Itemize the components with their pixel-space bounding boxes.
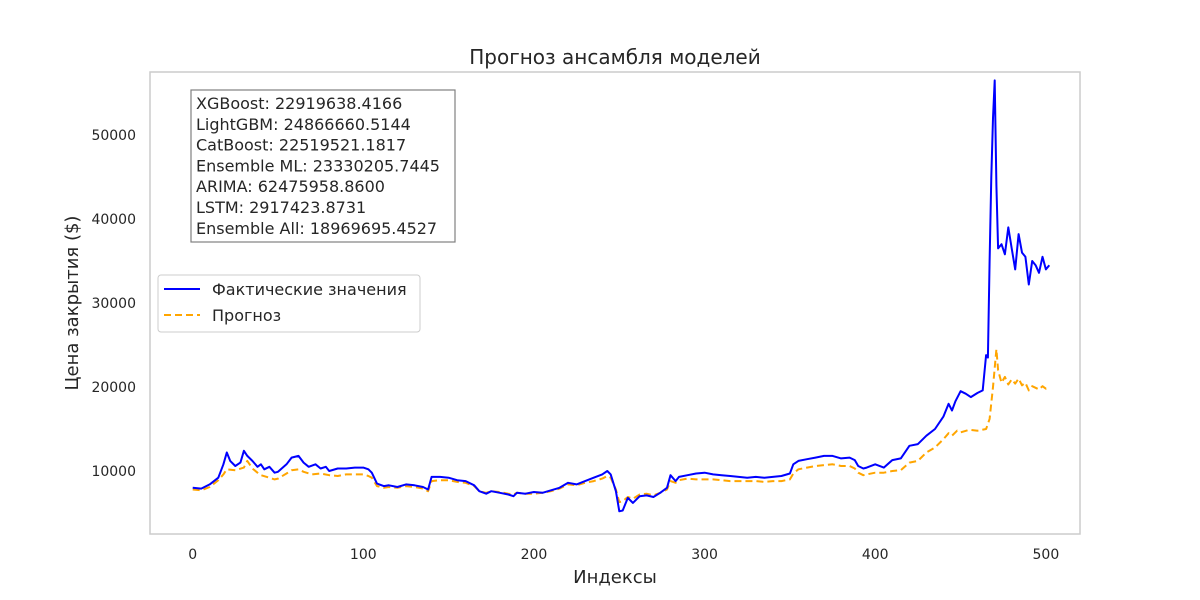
series-line-forecast [192, 348, 1050, 504]
y-tick-label: 40000 [91, 212, 136, 228]
metrics-line: LSTM: 2917423.8731 [196, 198, 366, 217]
y-axis-label: Цена закрытия ($) [62, 216, 83, 391]
x-tick-label: 500 [1033, 547, 1060, 563]
y-tick-label: 10000 [91, 464, 136, 480]
x-tick-label: 200 [521, 547, 548, 563]
metrics-box-frame [190, 89, 456, 243]
x-tick-label: 0 [188, 547, 197, 563]
legend: Фактические значения Прогноз [157, 274, 421, 333]
metrics-lines: XGBoost: 22919638.4166 LightGBM: 24866660… [196, 94, 440, 238]
y-tick-label: 20000 [91, 380, 136, 396]
legend-frame [157, 274, 421, 333]
metrics-line: CatBoost: 22519521.1817 [196, 136, 406, 155]
x-tick-label: 300 [691, 547, 718, 563]
y-axis-ticks: 10000 20000 30000 40000 50000 [91, 128, 136, 480]
x-axis-ticks: 0 100 200 300 400 500 [188, 547, 1059, 563]
legend-label-forecast: Прогноз [212, 306, 281, 325]
chart-title: Прогноз ансамбля моделей [469, 45, 761, 69]
metrics-line: LightGBM: 24866660.5144 [196, 115, 411, 134]
plot-series-group [192, 79, 1051, 513]
y-tick-label: 50000 [91, 128, 136, 144]
legend-label-actual: Фактические значения [212, 280, 407, 299]
x-tick-label: 100 [350, 547, 377, 563]
x-axis-label: Индексы [573, 567, 657, 588]
x-tick-label: 400 [862, 547, 889, 563]
series-line-actual [192, 79, 1051, 513]
metrics-line: Ensemble ML: 23330205.7445 [196, 156, 440, 175]
metrics-line: ARIMA: 62475958.8600 [196, 177, 385, 196]
metrics-line: XGBoost: 22919638.4166 [196, 94, 402, 113]
metrics-box: XGBoost: 22919638.4166 LightGBM: 24866660… [190, 89, 456, 243]
metrics-line: Ensemble All: 18969695.4527 [196, 219, 437, 238]
y-tick-label: 30000 [91, 296, 136, 312]
